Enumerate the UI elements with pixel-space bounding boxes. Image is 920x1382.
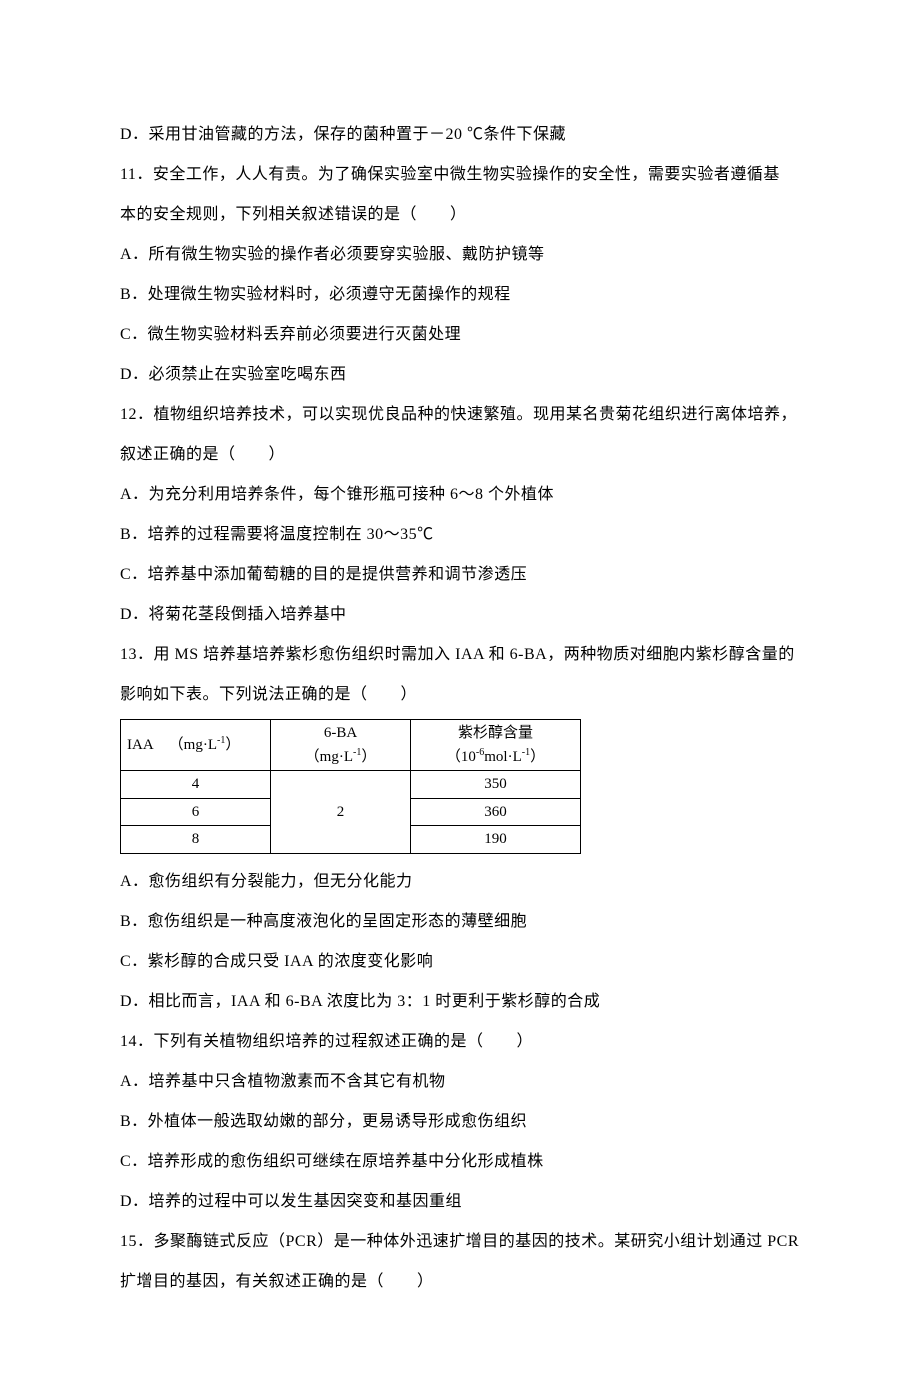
q13-opt-b: B．愈伤组织是一种高度液泡化的呈固定形态的薄壁细胞 [120,902,800,942]
cell-val-1: 360 [411,798,581,826]
th-iaa-prefix: IAA [127,737,154,753]
cell-iaa-2: 8 [121,826,271,854]
q12-stem-2: 叙述正确的是（ ） [120,435,800,475]
q15-stem-1: 15．多聚酶链式反应（PCR）是一种体外迅速扩增目的基因的技术。某研究小组计划通… [120,1222,800,1262]
q12-opt-a: A．为充分利用培养条件，每个锥形瓶可接种 6～8 个外植体 [120,475,800,515]
cell-ba-merged: 2 [271,771,411,854]
th-val-unit-post: mol·L [484,749,522,765]
q14-stem: 14．下列有关植物组织培养的过程叙述正确的是（ ） [120,1022,800,1062]
th-ba: 6-BA （mg·L-1） [271,720,411,771]
th-val: 紫杉醇含量 （10-6mol·L-1） [411,720,581,771]
q14-opt-b: B．外植体一般选取幼嫩的部分，更易诱导形成愈伤组织 [120,1102,800,1142]
q11-opt-a: A．所有微生物实验的操作者必须要穿实验服、戴防护镜等 [120,235,800,275]
q13-stem-2: 影响如下表。下列说法正确的是（ ） [120,675,800,715]
q14-opt-d: D．培养的过程中可以发生基因突变和基因重组 [120,1182,800,1222]
q11-opt-b: B．处理微生物实验材料时，必须遵守无菌操作的规程 [120,275,800,315]
q12-opt-d: D．将菊花茎段倒插入培养基中 [120,595,800,635]
cell-iaa-0: 4 [121,771,271,799]
th-val-unit-exp: -6 [476,747,484,758]
q11-stem-2: 本的安全规则，下列相关叙述错误的是（ ） [120,195,800,235]
q12-opt-b: B．培养的过程需要将温度控制在 30～35℃ [120,515,800,555]
q12-opt-c: C．培养基中添加葡萄糖的目的是提供营养和调节渗透压 [120,555,800,595]
q14-opt-c: C．培养形成的愈伤组织可继续在原培养基中分化形成植株 [120,1142,800,1182]
q13-opt-a: A．愈伤组织有分裂能力，但无分化能力 [120,862,800,902]
cell-iaa-1: 6 [121,798,271,826]
q11-opt-d: D．必须禁止在实验室吃喝东西 [120,355,800,395]
q13-data-table: IAA （mg·L-1） 6-BA （mg·L-1） 紫杉醇含量 （10-6mo… [120,719,800,854]
th-iaa: IAA （mg·L-1） [121,720,271,771]
q13-opt-d: D．相比而言，IAA 和 6-BA 浓度比为 3：1 时更利于紫杉醇的合成 [120,982,800,1022]
table-row: 4 2 350 [121,771,581,799]
th-iaa-unit: （mg·L [169,737,217,753]
th-val-label: 紫杉醇含量 [458,725,533,741]
cell-val-0: 350 [411,771,581,799]
option-d-prev: D．采用甘油管藏的方法，保存的菌种置于－20 ℃条件下保藏 [120,115,800,155]
table: IAA （mg·L-1） 6-BA （mg·L-1） 紫杉醇含量 （10-6mo… [120,719,581,854]
q13-stem-1: 13．用 MS 培养基培养紫杉愈伤组织时需加入 IAA 和 6-BA，两种物质对… [120,635,800,675]
th-ba-close: ） [361,749,376,765]
q11-opt-c: C．微生物实验材料丢弃前必须要进行灭菌处理 [120,315,800,355]
th-val-unit-pre: （10 [446,749,476,765]
q11-stem-1: 11．安全工作，人人有责。为了确保实验室中微生物实验操作的安全性，需要实验者遵循… [120,155,800,195]
th-ba-unit: （mg·L [305,749,353,765]
q12-stem-1: 12．植物组织培养技术，可以实现优良品种的快速繁殖。现用某名贵菊花组织进行离体培… [120,395,800,435]
q15-stem-2: 扩增目的基因，有关叙述正确的是（ ） [120,1262,800,1302]
th-val-close: ） [530,749,545,765]
cell-val-2: 190 [411,826,581,854]
q13-opt-c: C．紫杉醇的合成只受 IAA 的浓度变化影响 [120,942,800,982]
q14-opt-a: A．培养基中只含植物激素而不含其它有机物 [120,1062,800,1102]
th-iaa-close: ） [225,737,240,753]
th-val-exp2: -1 [522,747,530,758]
table-header-row: IAA （mg·L-1） 6-BA （mg·L-1） 紫杉醇含量 （10-6mo… [121,720,581,771]
th-ba-label: 6-BA [324,725,357,741]
